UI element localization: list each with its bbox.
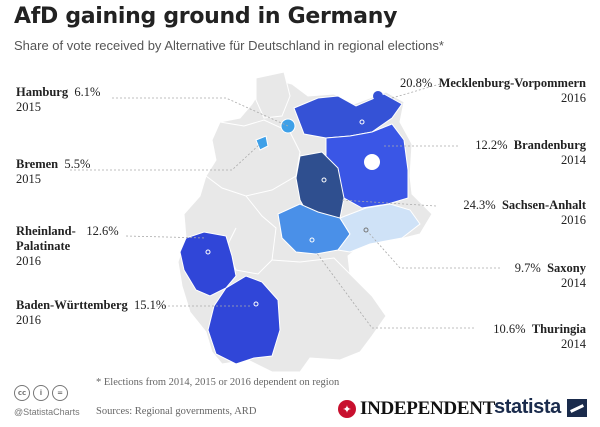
capital-dot xyxy=(205,249,211,255)
state-value: 9.7% xyxy=(514,261,541,275)
leader-line-thuringia xyxy=(315,251,474,329)
state-name: Brandenburg xyxy=(513,138,586,152)
state-value: 12.2% xyxy=(475,138,508,152)
state-year: 2014 xyxy=(561,276,586,290)
state-mecklenburg-vorpommern[interactable] xyxy=(293,93,403,139)
state-name: Thuringia xyxy=(531,322,586,336)
state-name: Baden-Württemberg xyxy=(16,298,128,312)
state-year: 2016 xyxy=(16,313,41,327)
statista-logo[interactable]: statista xyxy=(494,396,587,419)
source-note: Sources: Regional governments, ARD xyxy=(96,406,257,417)
statista-mark-icon xyxy=(566,398,587,417)
capital-dot xyxy=(363,227,369,233)
state-name-line2: Palatinate xyxy=(16,239,71,253)
state-baden-wurttemberg[interactable] xyxy=(207,275,281,365)
cc-icon: cc xyxy=(14,385,30,401)
capital-dot xyxy=(321,177,327,183)
state-name: Bremen xyxy=(16,157,59,171)
cc-license-icons[interactable]: cc i = xyxy=(14,385,68,401)
state-year: 2014 xyxy=(561,153,586,167)
label-rheinland-palatinate: Rheinland- Palatinate 12.6% 2016 xyxy=(16,224,119,269)
state-name-line1: Rheinland- xyxy=(16,224,76,238)
state-year: 2016 xyxy=(561,91,586,105)
state-name: Hamburg xyxy=(16,85,69,99)
label-mecklenburg-vorpommern: 20.8% Mecklenburg-Vorpommern 2016 xyxy=(400,76,586,106)
state-saxony[interactable] xyxy=(337,203,421,253)
independent-wordmark: INDEPENDENT xyxy=(360,398,495,419)
region-bavaria-border xyxy=(271,257,351,275)
label-baden-wurttemberg: Baden-Württemberg 15.1% 2016 xyxy=(16,298,166,328)
region-schleswig-holstein xyxy=(255,71,291,119)
state-value: 6.1% xyxy=(74,85,101,99)
eagle-icon: ✦ xyxy=(338,400,356,418)
leader-line-mecklenburg-vorpommern xyxy=(391,83,441,99)
label-bremen: Bremen 5.5% 2015 xyxy=(16,157,90,187)
chart-title: AfD gaining ground in Germany xyxy=(14,4,398,29)
label-saxony: 9.7% Saxony 2014 xyxy=(515,261,586,291)
noderivs-icon: = xyxy=(52,385,68,401)
label-brandenburg: 12.2% Brandenburg 2014 xyxy=(475,138,586,168)
leader-line-sachsen-anhalt xyxy=(339,199,437,207)
statista-handle[interactable]: @StatistaCharts xyxy=(14,407,80,417)
state-value: 10.6% xyxy=(493,322,526,336)
state-year: 2015 xyxy=(16,172,41,186)
state-value: 15.1% xyxy=(134,298,167,312)
state-name: Saxony xyxy=(547,261,586,275)
label-hamburg: Hamburg 6.1% 2015 xyxy=(16,85,100,115)
state-bremen[interactable] xyxy=(255,135,269,151)
state-name: Mecklenburg-Vorpommern xyxy=(438,76,586,90)
capital-dot xyxy=(253,301,259,307)
berlin xyxy=(364,154,380,170)
label-thuringia: 10.6% Thuringia 2014 xyxy=(493,322,586,352)
state-value: 20.8% xyxy=(400,76,433,90)
leader-line-bremen xyxy=(70,143,261,171)
state-value: 24.3% xyxy=(463,198,496,212)
state-year: 2015 xyxy=(16,100,41,114)
state-year: 2016 xyxy=(16,254,41,268)
state-value: 5.5% xyxy=(64,157,91,171)
rugen-island xyxy=(373,91,383,101)
leader-line-hamburg xyxy=(112,97,289,127)
state-year: 2016 xyxy=(561,213,586,227)
chart-subtitle: Share of vote received by Alternative fü… xyxy=(14,38,444,53)
leader-line-rheinland-palatinate xyxy=(125,235,207,239)
leader-line-saxony xyxy=(367,231,500,269)
footnote: * Elections from 2014, 2015 or 2016 depe… xyxy=(96,377,340,388)
state-hamburg[interactable] xyxy=(280,118,296,134)
state-name: Sachsen-Anhalt xyxy=(501,198,586,212)
capital-dot xyxy=(309,237,315,243)
attribution-icon: i xyxy=(33,385,49,401)
state-value: 12.6% xyxy=(86,224,119,238)
state-year: 2014 xyxy=(561,337,586,351)
label-sachsen-anhalt: 24.3% Sachsen-Anhalt 2016 xyxy=(463,198,586,228)
region-lower-saxony-border xyxy=(205,119,301,197)
independent-logo[interactable]: ✦ INDEPENDENT xyxy=(338,398,495,420)
statista-wordmark: statista xyxy=(494,396,561,418)
capital-dot xyxy=(359,119,365,125)
